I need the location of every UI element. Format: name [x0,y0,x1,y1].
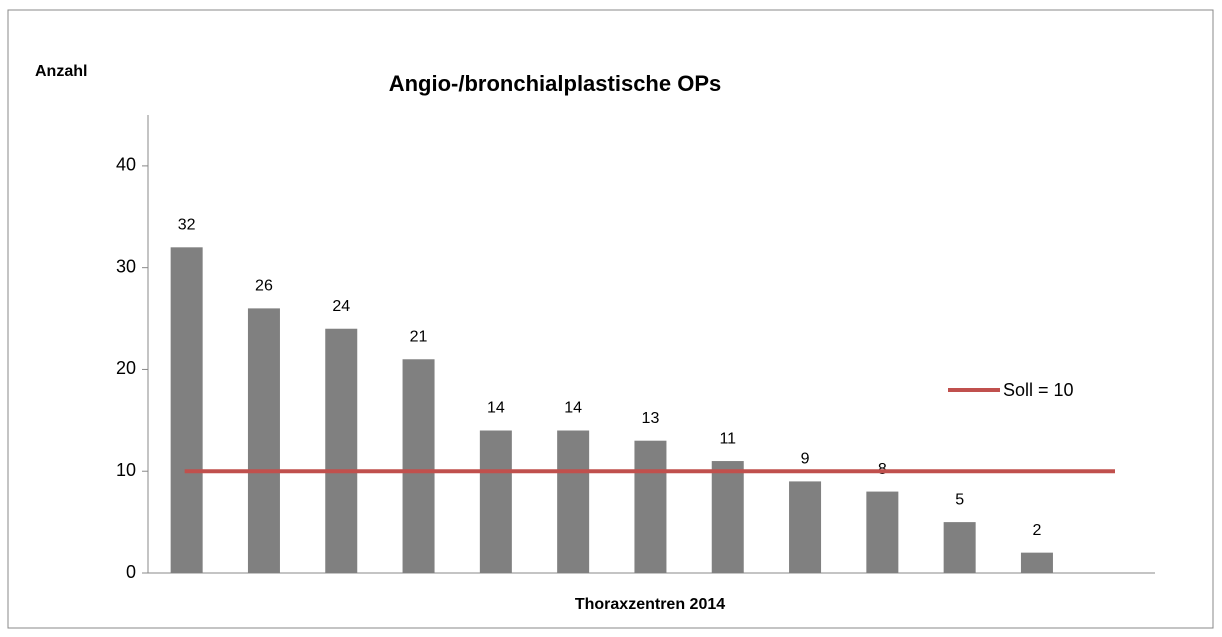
bar [170,247,203,574]
x-axis-label: Thoraxzentren 2014 [575,596,725,613]
data-label: 13 [642,410,660,427]
bar [789,481,822,573]
y-tick-label: 30 [116,256,136,276]
bar [247,308,280,573]
y-tick-label: 10 [116,460,136,480]
bar [402,359,435,573]
data-label: 24 [332,298,350,315]
chart-border [7,9,1214,629]
data-label: 9 [801,451,810,468]
bar [634,440,667,573]
data-label: 32 [178,217,196,234]
bar [711,461,744,573]
bar [325,328,358,573]
data-label: 14 [564,400,582,417]
bar [943,522,976,573]
legend-label: Soll = 10 [1003,380,1074,400]
y-tick-label: 0 [126,562,136,582]
y-tick-label: 20 [116,358,136,378]
data-label: 5 [955,491,964,508]
bar [1020,552,1053,573]
data-label: 11 [719,430,736,447]
bar [479,430,512,573]
data-label: 21 [410,328,428,345]
y-tick-label: 40 [116,155,136,175]
chart-title: Angio-/bronchialplastische OPs [389,71,722,96]
data-label: 2 [1032,522,1041,539]
bar [557,430,590,573]
bar [866,491,899,573]
data-label: 14 [487,400,505,417]
y-axis-label: Anzahl [35,63,87,80]
data-label: 26 [255,278,273,295]
